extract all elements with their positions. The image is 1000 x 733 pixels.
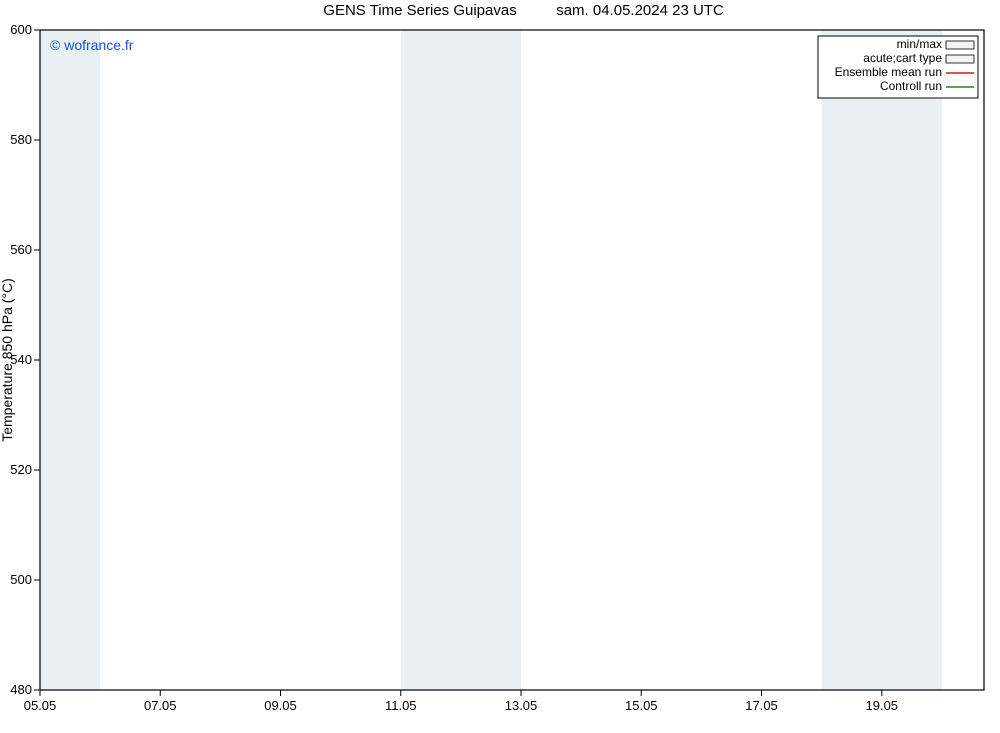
xtick-label: 13.05 — [505, 698, 538, 713]
shaded-band-0 — [40, 30, 100, 690]
watermark: © wofrance.fr — [50, 37, 134, 53]
ytick-label: 580 — [10, 132, 32, 147]
xtick-label: 19.05 — [866, 698, 899, 713]
shaded-band-2 — [822, 30, 942, 690]
ytick-label: 600 — [10, 22, 32, 37]
xtick-label: 17.05 — [745, 698, 778, 713]
ytick-label: 520 — [10, 462, 32, 477]
xtick-label: 15.05 — [625, 698, 658, 713]
legend-swatch — [946, 55, 974, 63]
legend-swatch — [946, 41, 974, 49]
ytick-label: 560 — [10, 242, 32, 257]
xtick-label: 05.05 — [24, 698, 57, 713]
chart-title-right: sam. 04.05.2024 23 UTC — [556, 2, 724, 19]
chart-title-left: GENS Time Series Guipavas — [323, 2, 516, 19]
xtick-label: 11.05 — [385, 698, 417, 713]
legend-label: Controll run — [880, 79, 942, 93]
y-axis-label: Temperature 850 hPa (°C) — [0, 278, 15, 442]
legend-label: Ensemble mean run — [835, 65, 942, 79]
shaded-band-1 — [401, 30, 521, 690]
chart-svg: 48050052054056058060005.0507.0509.0511.0… — [0, 0, 1000, 733]
legend-label: acute;cart type — [863, 51, 942, 65]
ytick-label: 500 — [10, 572, 32, 587]
ytick-label: 480 — [10, 682, 32, 697]
xtick-label: 09.05 — [264, 698, 297, 713]
legend-label: min/max — [897, 37, 942, 51]
chart-container: 48050052054056058060005.0507.0509.0511.0… — [0, 0, 1000, 733]
xtick-label: 07.05 — [144, 698, 177, 713]
